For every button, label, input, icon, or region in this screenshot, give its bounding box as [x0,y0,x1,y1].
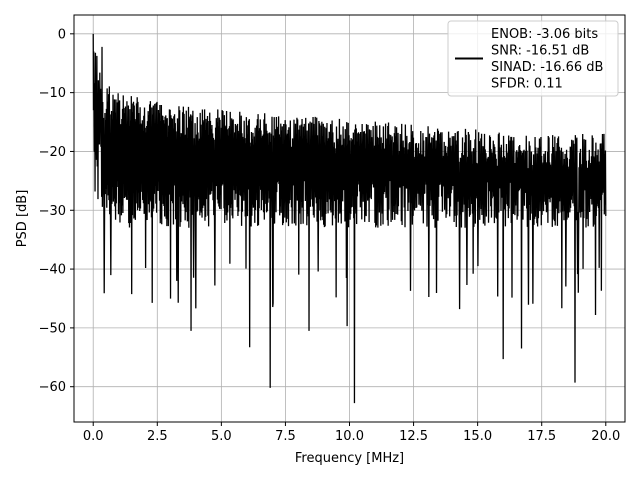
x-tick-label: 7.5 [275,429,296,444]
y-tick-label: −20 [39,145,66,160]
y-tick-label: −50 [39,321,66,336]
y-tick-label: −60 [39,380,66,395]
x-tick-label: 5.0 [211,429,232,444]
x-tick-label: 17.5 [527,429,556,444]
legend-sinad: SINAD: -16.66 dB [491,60,603,75]
legend-box [447,20,619,97]
x-tick-label: 10.0 [335,429,364,444]
x-tick-label: 2.5 [147,429,168,444]
psd-trace-group [92,33,607,404]
y-tick-label: −40 [39,263,66,278]
legend-snr: SNR: -16.51 dB [491,44,589,59]
x-tick-label: 15.0 [463,429,492,444]
legend-enob: ENOB: -3.06 bits [491,27,598,42]
legend: ENOB: -3.06 bits SNR: -16.51 dB SINAD: -… [447,20,619,97]
x-tick-label: 0.0 [83,429,104,444]
x-axis-ticks: 0.0 2.5 5.0 7.5 10.0 12.5 15.0 17.5 20.0 [83,422,620,444]
y-tick-label: −10 [39,86,66,101]
legend-sfdr: SFDR: 0.11 [491,77,563,92]
x-tick-label: 20.0 [591,429,620,444]
y-axis-title: PSD [dB] [15,190,30,248]
y-tick-label: 0 [58,27,66,42]
psd-trace-line [92,33,607,404]
x-tick-label: 12.5 [399,429,428,444]
x-axis-title: Frequency [MHz] [295,451,404,466]
y-axis-ticks: 0 −10 −20 −30 −40 −50 −60 [39,27,74,395]
y-tick-label: −30 [39,204,66,219]
